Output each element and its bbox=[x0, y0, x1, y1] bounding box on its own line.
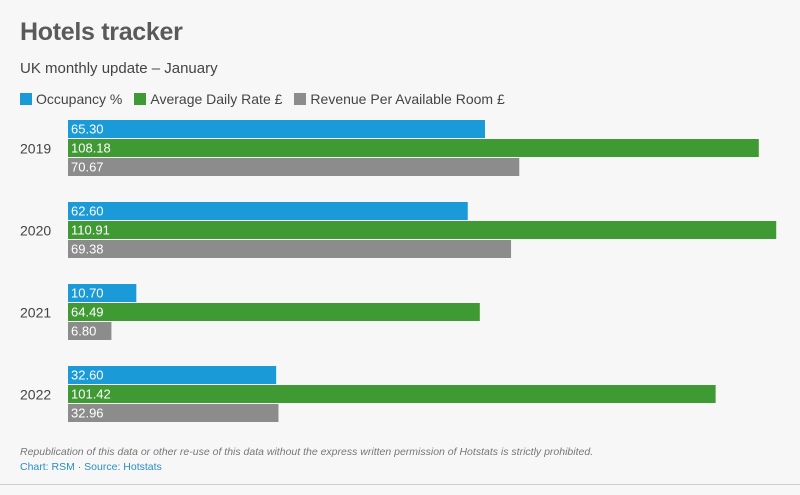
category-label-2019: 2019 bbox=[20, 141, 51, 157]
category-label-2022: 2022 bbox=[20, 387, 51, 403]
data-label-2020-series-0: 62.60 bbox=[71, 204, 104, 219]
bar-2021-series-1 bbox=[68, 303, 480, 321]
bar-2020-series-1 bbox=[68, 221, 777, 239]
bottom-divider bbox=[0, 484, 800, 485]
data-label-2019-series-0: 65.30 bbox=[71, 122, 104, 137]
legend-item-revpar: Revenue Per Available Room £ bbox=[294, 91, 505, 107]
data-label-2019-series-1: 108.18 bbox=[71, 141, 111, 156]
data-label-2022-series-1: 101.42 bbox=[71, 387, 111, 402]
legend-swatch-occupancy bbox=[20, 93, 32, 105]
data-label-2020-series-2: 69.38 bbox=[71, 242, 104, 257]
legend-swatch-revpar bbox=[294, 93, 307, 105]
data-label-2021-series-1: 64.49 bbox=[71, 305, 104, 320]
category-label-2020: 2020 bbox=[20, 223, 51, 239]
bar-2021-series-0 bbox=[68, 284, 137, 302]
bar-2022-series-2 bbox=[68, 404, 279, 422]
chart-subtitle: UK monthly update – January bbox=[20, 60, 218, 77]
legend-item-occupancy: Occupancy % bbox=[20, 91, 122, 107]
bar-2019-series-2 bbox=[68, 158, 520, 176]
legend-label-adr: Average Daily Rate £ bbox=[150, 91, 283, 107]
bar-2019-series-0 bbox=[68, 120, 485, 138]
data-label-2022-series-0: 32.60 bbox=[71, 368, 104, 383]
bar-2019-series-1 bbox=[68, 139, 759, 157]
data-label-2021-series-2: 6.80 bbox=[71, 324, 96, 339]
bar-2020-series-2 bbox=[68, 240, 512, 258]
data-label-2020-series-1: 110.91 bbox=[71, 223, 110, 238]
legend: Occupancy % Average Daily Rate £ Revenue… bbox=[20, 91, 505, 107]
bar-2021-series-2 bbox=[68, 322, 112, 340]
legend-item-adr: Average Daily Rate £ bbox=[134, 91, 282, 107]
chart-credit: Chart: RSM · Source: Hotstats bbox=[20, 461, 162, 473]
chart-title: Hotels tracker bbox=[20, 18, 183, 46]
republication-note: Republication of this data or other re-u… bbox=[20, 446, 594, 458]
bar-2022-series-1 bbox=[68, 385, 716, 403]
bar-2022-series-0 bbox=[68, 366, 277, 384]
legend-swatch-adr bbox=[134, 93, 147, 105]
data-label-2021-series-0: 10.70 bbox=[71, 286, 104, 301]
category-label-2021: 2021 bbox=[20, 305, 51, 321]
data-label-2019-series-2: 70.67 bbox=[71, 160, 104, 175]
legend-label-occupancy: Occupancy % bbox=[36, 91, 123, 107]
bar-2020-series-0 bbox=[68, 202, 468, 220]
legend-label-revpar: Revenue Per Available Room £ bbox=[310, 91, 505, 107]
data-label-2022-series-2: 32.96 bbox=[71, 406, 104, 421]
